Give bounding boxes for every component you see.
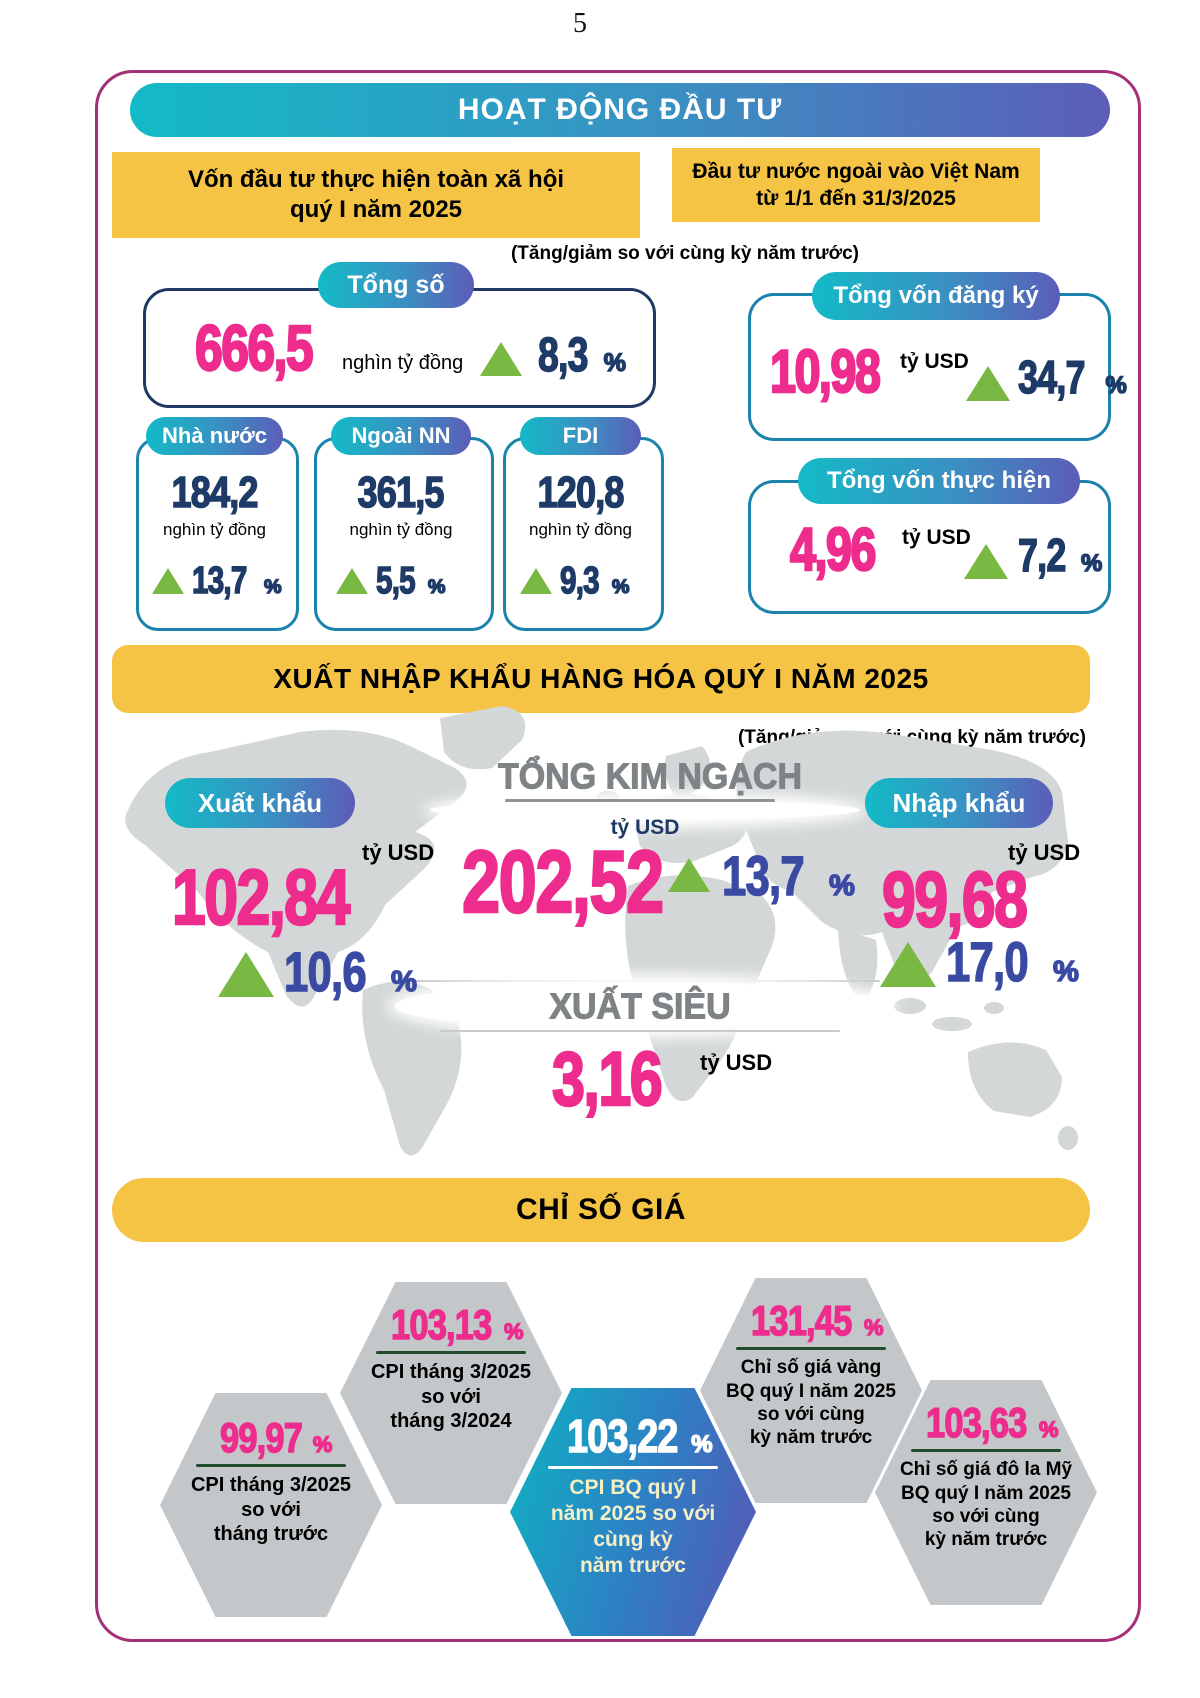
state-change: 13,7%	[191, 559, 282, 603]
hexagon-caption: Chỉ số giá vàng BQ quý I năm 2025 so với…	[725, 1357, 896, 1448]
surplus-swoosh-top-line	[400, 980, 880, 982]
fdi-value: 120,8	[537, 467, 625, 518]
export-value: 102,84	[171, 853, 351, 941]
trade-surplus-unit: tỷ USD	[700, 1050, 773, 1075]
hexagon-value: 99,97%	[219, 1414, 333, 1461]
domestic-header-line1: Vốn đầu tư thực hiện toàn xã hội	[187, 166, 565, 193]
section-title-investment: HOẠT ĐỘNG ĐẦU TƯ	[130, 83, 1110, 137]
nonstate-investment-box	[314, 437, 494, 631]
trade-surplus-label: XUẤT SIÊU	[549, 987, 731, 1028]
total-turnover-unit: tỷ USD	[610, 816, 680, 839]
nonstate-pill: Ngoài NN	[331, 417, 471, 455]
total-turnover-label: TỔNG KIM NGẠCH	[497, 757, 803, 798]
hexagon-caption: CPI BQ quý I năm 2025 so với cùng kỳ năm…	[550, 1475, 716, 1577]
hexagon-cpi-vs-prev-year-month: 103,13% CPI tháng 3/2025 so với tháng 3/…	[340, 1282, 562, 1504]
total-investment-value: 666,5	[194, 312, 315, 384]
domestic-header-line2: quý I năm 2025	[289, 196, 463, 223]
implemented-capital-pill: Tổng vốn thực hiện	[798, 458, 1080, 504]
page-number: 5	[573, 8, 587, 39]
total-investment-pill: Tổng số	[318, 262, 474, 308]
fdi-unit: nghìn tỷ đồng	[528, 520, 633, 539]
implemented-capital-unit: tỷ USD	[902, 526, 971, 549]
registered-capital-change: 34,7%	[1017, 351, 1127, 403]
section-title-price-index: CHỈ SỐ GIÁ	[112, 1178, 1090, 1242]
total-turnover-change: 13,7%	[721, 844, 855, 907]
trade-surplus-value: 3,16	[551, 1037, 664, 1122]
page-border	[95, 70, 1141, 1642]
total-turnover-value: 202,52	[461, 832, 665, 931]
total-investment-unit: nghìn tỷ đồng	[342, 352, 464, 374]
import-pill: Nhập khẩu	[865, 778, 1053, 828]
hexagon-divider	[196, 1464, 346, 1468]
hexagon-cpi-quarter-average: 103,22% CPI BQ quý I năm 2025 so với cùn…	[510, 1388, 756, 1636]
implemented-capital-change: 7,2%	[1017, 529, 1103, 581]
foreign-header-line1: Đầu tư nước ngoài vào Việt Nam	[692, 159, 1020, 183]
state-investment-box	[136, 437, 299, 631]
export-change: 10,6%	[283, 940, 417, 1003]
implemented-capital-value: 4,96	[789, 516, 877, 583]
title-swoosh	[430, 800, 860, 820]
nonstate-change: 5,5%	[375, 559, 446, 603]
registered-capital-value: 10,98	[769, 338, 882, 405]
fdi-change: 9,3%	[559, 559, 630, 603]
hexagon-divider	[548, 1465, 718, 1469]
fdi-investment-box	[503, 437, 664, 631]
fdi-pill: FDI	[520, 417, 641, 455]
nonstate-value: 361,5	[357, 467, 445, 518]
hexagon-value: 103,63%	[925, 1399, 1059, 1446]
hexagon-value: 131,45%	[750, 1297, 884, 1344]
hexagon-divider	[736, 1347, 886, 1351]
hexagon-value: 103,22%	[566, 1410, 713, 1462]
state-value: 184,2	[171, 467, 259, 518]
state-unit: nghìn tỷ đồng	[162, 520, 267, 539]
surplus-swoosh-bottom-line	[440, 1030, 840, 1032]
nonstate-unit: nghìn tỷ đồng	[349, 520, 453, 539]
state-pill: Nhà nước	[146, 417, 283, 455]
foreign-header-line2: từ 1/1 đến 31/3/2025	[756, 187, 956, 210]
foreign-investment-header: Đầu tư nước ngoài vào Việt Nam từ 1/1 đế…	[672, 148, 1040, 222]
domestic-investment-header: Vốn đầu tư thực hiện toàn xã hội quý I n…	[112, 152, 640, 238]
registered-capital-pill: Tổng vốn đăng ký	[812, 272, 1060, 320]
section-title-trade: XUẤT NHẬP KHẨU HÀNG HÓA QUÝ I NĂM 2025	[112, 645, 1090, 713]
hexagon-caption: Chỉ số giá đô la Mỹ BQ quý I năm 2025 so…	[899, 1459, 1073, 1550]
surplus-swoosh	[395, 982, 890, 1030]
export-pill: Xuất khẩu	[165, 778, 355, 828]
import-value: 99,68	[881, 855, 1029, 943]
registered-capital-unit: tỷ USD	[900, 350, 969, 373]
hexagon-divider	[911, 1449, 1061, 1453]
hexagon-value: 103,13%	[390, 1301, 524, 1348]
export-unit: tỷ USD	[362, 840, 435, 865]
yoy-note-investment: (Tăng/giảm so với cùng kỳ năm trước)	[510, 243, 859, 264]
hexagon-caption: CPI tháng 3/2025 so với tháng 3/2024	[370, 1361, 532, 1433]
import-change: 17,0%	[945, 930, 1079, 993]
hexagon-gold-price-index: 131,45% Chỉ số giá vàng BQ quý I năm 202…	[700, 1278, 922, 1503]
total-investment-change: 8,3%	[537, 329, 626, 382]
hexagon-divider	[376, 1351, 526, 1355]
import-unit: tỷ USD	[1008, 840, 1081, 865]
hexagon-usd-price-index: 103,63% Chỉ số giá đô la Mỹ BQ quý I năm…	[875, 1380, 1097, 1605]
hexagon-cpi-vs-prev-month: 99,97% CPI tháng 3/2025 so với tháng trư…	[160, 1393, 382, 1617]
title-underline	[505, 799, 775, 802]
hexagon-caption: CPI tháng 3/2025 so với tháng trước	[190, 1474, 352, 1546]
